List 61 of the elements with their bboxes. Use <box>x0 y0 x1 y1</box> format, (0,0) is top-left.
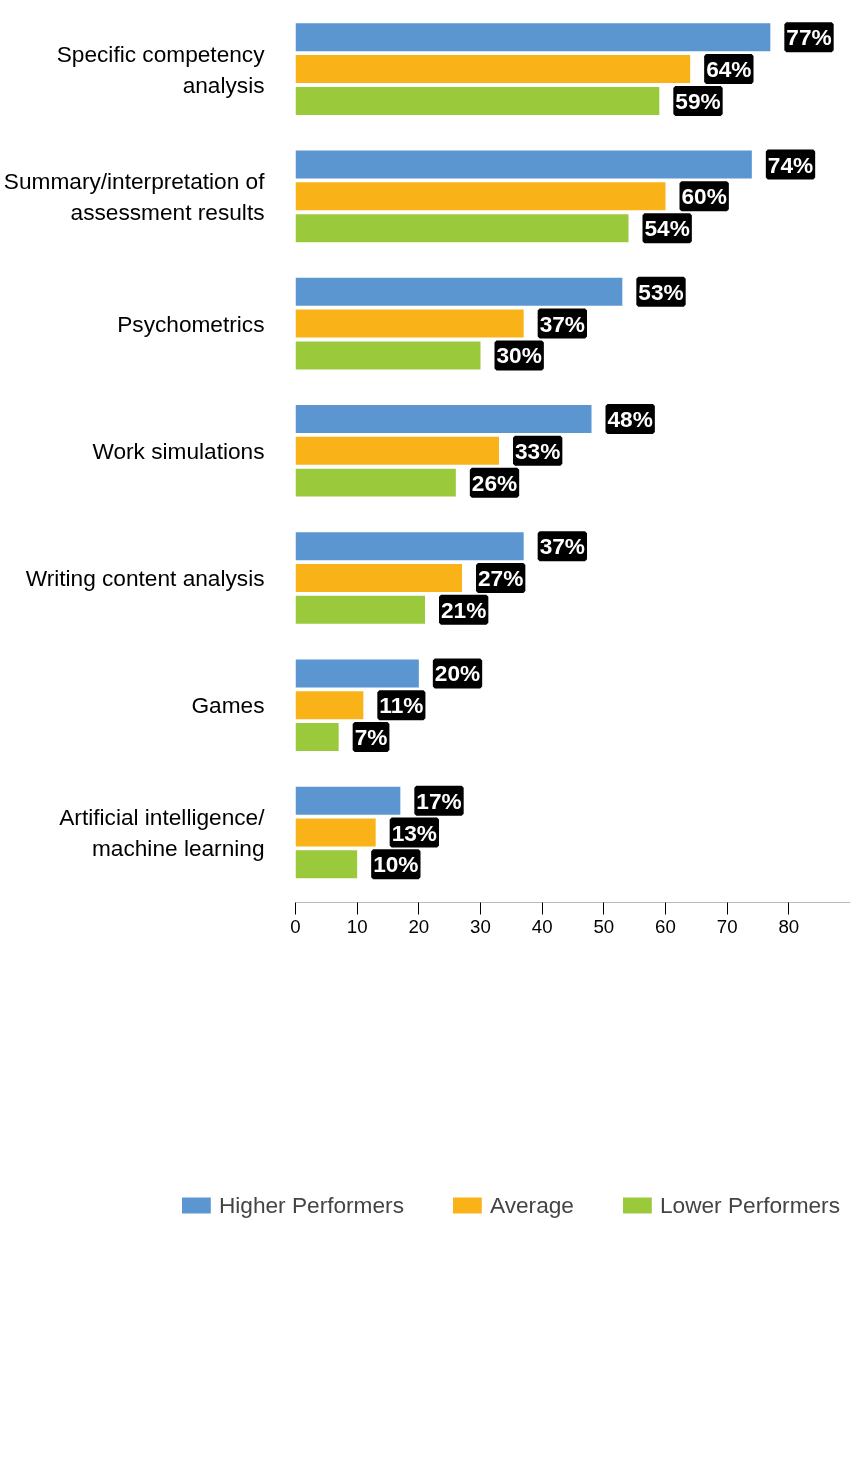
data-label: 74% <box>767 151 814 178</box>
bar <box>295 468 456 497</box>
data-label: 20% <box>434 660 481 687</box>
y-tick-label: Specific competency analysis <box>56 40 266 98</box>
bar <box>295 341 481 370</box>
data-label: 7% <box>354 724 388 751</box>
bar <box>295 150 752 179</box>
bar <box>295 23 771 52</box>
bar <box>295 564 462 593</box>
y-tick-label: Summary/interpretation of assessment results <box>3 167 266 225</box>
x-tick-label: 30 <box>470 915 491 937</box>
x-tick-label: 10 <box>346 915 368 937</box>
x-tick-label: 70 <box>716 915 738 937</box>
y-tick-label: Writing content analysis <box>25 565 265 592</box>
legend-label: Average <box>489 1191 574 1219</box>
bar <box>295 309 524 338</box>
y-tick-label: Psychometrics <box>117 310 265 337</box>
y-tick-label: Work simulations <box>92 437 265 464</box>
legend-label: Lower Performers <box>659 1191 840 1219</box>
x-tick-label: 0 <box>290 915 301 937</box>
data-label: 53% <box>638 278 684 305</box>
data-label: 77% <box>786 24 832 51</box>
bar <box>295 277 623 306</box>
data-label: 11% <box>379 692 424 719</box>
data-label: 60% <box>681 183 727 210</box>
x-tick-label: 50 <box>593 915 615 937</box>
bar <box>295 86 660 115</box>
bar <box>295 214 629 243</box>
data-label: 13% <box>391 819 438 846</box>
data-label: 59% <box>675 87 721 114</box>
bar <box>295 436 499 465</box>
data-label: 37% <box>539 533 586 560</box>
x-tick-label: 40 <box>531 915 553 937</box>
bar <box>295 691 364 720</box>
data-label: 33% <box>515 437 561 464</box>
x-tick-label: 20 <box>408 915 430 937</box>
bar <box>295 818 376 847</box>
data-label: 10% <box>373 851 419 878</box>
x-tick-label: 80 <box>778 915 800 937</box>
data-label: 17% <box>416 787 462 814</box>
bar <box>295 659 419 688</box>
bar <box>295 786 401 815</box>
y-tick-label: Games <box>191 692 265 719</box>
bar <box>295 55 691 84</box>
y-tick-label: Artificial intelligence/ machine learning <box>59 803 266 862</box>
bar <box>295 723 339 752</box>
x-tick-label: 60 <box>655 915 676 937</box>
legend-label: Higher Performers <box>218 1191 404 1219</box>
bar <box>295 405 592 434</box>
bar <box>295 850 358 879</box>
data-label: 64% <box>706 56 752 83</box>
data-label: 26% <box>471 469 518 496</box>
data-label: 30% <box>496 342 542 369</box>
data-label: 27% <box>478 565 524 592</box>
bar <box>295 532 524 561</box>
data-label: 37% <box>539 310 586 337</box>
data-label: 48% <box>607 406 653 433</box>
bar <box>295 182 666 211</box>
bar <box>295 595 425 624</box>
data-label: 54% <box>644 215 690 242</box>
data-label: 21% <box>441 596 487 623</box>
